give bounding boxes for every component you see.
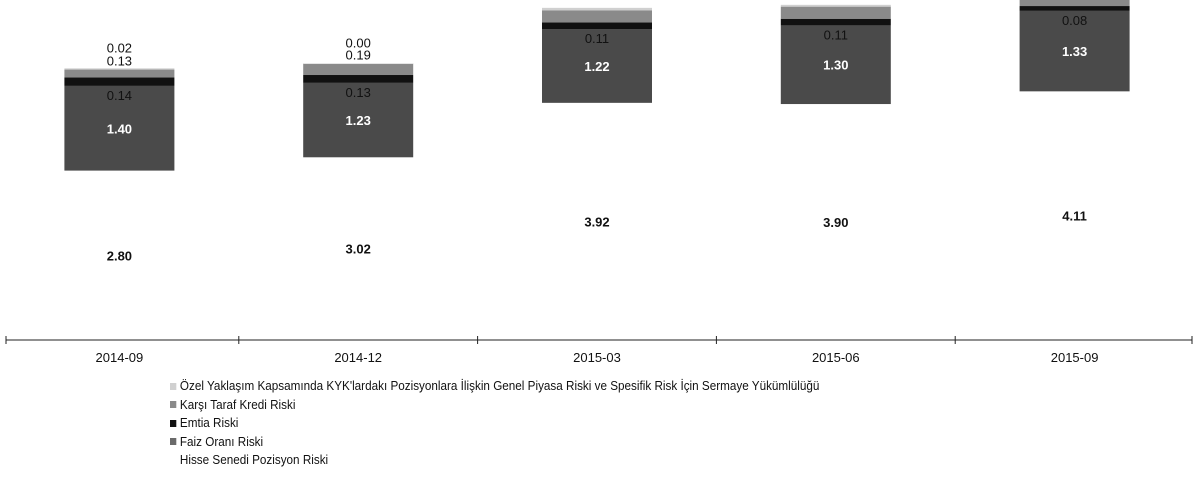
bar-segment — [780, 4, 891, 7]
bar-segment — [303, 63, 414, 65]
legend-item: Özel Yaklaşım Kapsamında KYK'lardakı Poz… — [170, 377, 819, 396]
data-label: 0.02 — [107, 40, 132, 55]
bar-segment — [542, 29, 652, 103]
bar-segment — [303, 75, 414, 83]
legend: Özel Yaklaşım Kapsamında KYK'lardakı Poz… — [170, 377, 819, 470]
stacked-bar-chart: 2.801.400.140.130.023.021.230.130.190.00… — [5, 0, 1193, 365]
data-label: 0.19 — [346, 48, 371, 63]
bar-segment — [780, 6, 891, 19]
data-label: 4.11 — [1062, 209, 1087, 224]
data-label: 2.80 — [107, 248, 132, 263]
data-label: 0.11 — [585, 31, 609, 46]
legend-label: Özel Yaklaşım Kapsamında KYK'lardakı Poz… — [179, 378, 820, 393]
bar-segment — [64, 77, 175, 86]
bar-segment — [303, 63, 414, 76]
bar-segment — [542, 7, 652, 11]
bar-segment — [1019, 0, 1130, 7]
data-label: 3.02 — [346, 242, 371, 257]
bars-layer — [64, 0, 1130, 171]
data-label: 0.13 — [107, 54, 132, 69]
data-labels-layer: 2.801.400.140.130.023.021.230.130.190.00… — [107, 13, 1088, 263]
data-label: 0.00 — [346, 36, 371, 51]
x-tick-label: 2014-09 — [96, 350, 144, 365]
data-label: 0.13 — [346, 85, 371, 100]
legend-item: Hisse Senedi Pozisyon Riski — [170, 451, 819, 470]
bar-segment — [64, 68, 175, 70]
legend-label: Karşı Taraf Kredi Riski — [179, 396, 296, 412]
legend-label: Emtia Riski — [179, 415, 239, 430]
data-label: 3.92 — [584, 214, 609, 229]
bar-segment — [1019, 10, 1130, 92]
legend-item: Emtia Riski — [170, 414, 819, 433]
data-label: 1.40 — [107, 121, 132, 136]
data-label: 0.08 — [1062, 13, 1087, 28]
x-tick-label: 2015-06 — [812, 350, 860, 365]
bar-segment — [780, 18, 891, 26]
bar-segment — [1019, 6, 1130, 11]
bar-segment — [542, 22, 652, 30]
data-label: 1.22 — [584, 59, 609, 74]
legend-item: Faiz Oranı Riski — [170, 433, 819, 452]
legend-swatch — [170, 401, 177, 409]
legend-swatch — [170, 438, 177, 446]
legend-label: Hisse Senedi Pozisyon Riski — [179, 452, 329, 467]
legend-swatch — [170, 419, 177, 427]
bar-segment — [780, 25, 891, 105]
legend-swatch — [170, 457, 176, 464]
legend-item: Karşı Taraf Kredi Riski — [170, 396, 819, 415]
x-axis: 2014-09 2014-12 2015-03 2015-06 2015-09 — [5, 336, 1193, 365]
legend-swatch — [170, 382, 177, 390]
x-tick-label: 2015-03 — [573, 350, 621, 365]
bar-segment — [542, 10, 652, 23]
bar-segment — [64, 69, 175, 78]
bar-segment — [64, 85, 175, 171]
x-tick-label: 2015-09 — [1051, 350, 1099, 365]
data-label: 3.90 — [823, 215, 848, 230]
data-label: 1.33 — [1062, 44, 1087, 59]
legend-label: Faiz Oranı Riski — [179, 433, 264, 449]
data-label: 0.14 — [107, 88, 132, 103]
bar-segment — [303, 82, 414, 158]
x-tick-label: 2014-12 — [334, 350, 382, 365]
data-label: 1.30 — [823, 58, 848, 73]
data-label: 1.23 — [346, 113, 371, 128]
data-label: 0.11 — [824, 27, 848, 42]
